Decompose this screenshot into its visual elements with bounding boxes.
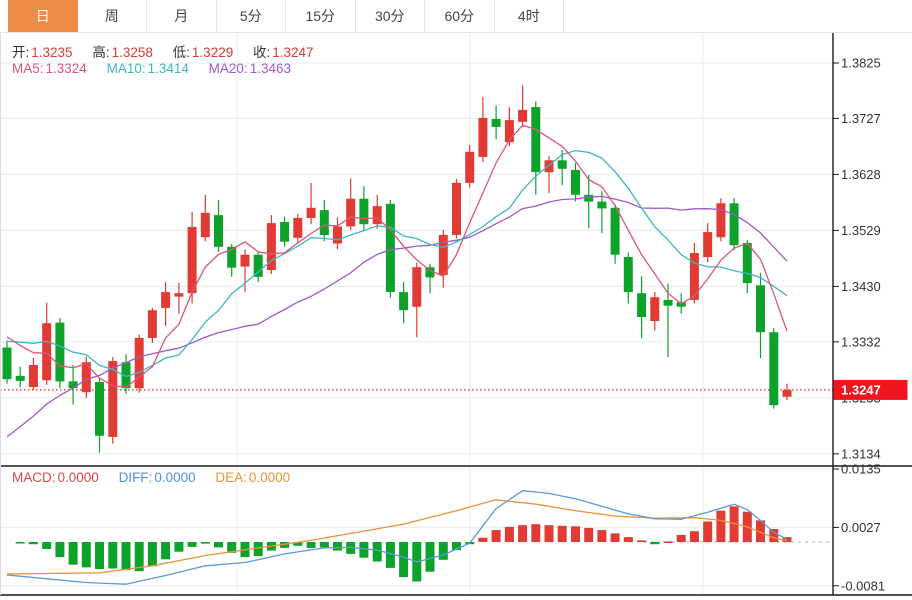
svg-text:1.3628: 1.3628 bbox=[841, 167, 881, 182]
svg-text:0.0135: 0.0135 bbox=[841, 462, 881, 477]
svg-text:1.3247: 1.3247 bbox=[841, 382, 881, 397]
tab-60min[interactable]: 60分 bbox=[425, 0, 495, 32]
tab-4hour[interactable]: 4时 bbox=[494, 0, 564, 32]
tab-month[interactable]: 月 bbox=[147, 0, 217, 32]
svg-text:1.3825: 1.3825 bbox=[841, 56, 881, 71]
svg-text:1.3430: 1.3430 bbox=[841, 279, 881, 294]
tab-5min[interactable]: 5分 bbox=[216, 0, 286, 32]
svg-text:1.3134: 1.3134 bbox=[841, 446, 881, 461]
svg-text:1.3727: 1.3727 bbox=[841, 111, 881, 126]
last-price-badge: 1.3247 bbox=[833, 379, 908, 400]
tab-day[interactable]: 日 bbox=[8, 0, 78, 32]
tab-week[interactable]: 周 bbox=[77, 0, 147, 32]
svg-text:1.3529: 1.3529 bbox=[841, 223, 881, 238]
svg-text:-0.0081: -0.0081 bbox=[841, 578, 885, 593]
svg-text:0.0027: 0.0027 bbox=[841, 520, 881, 535]
tab-15min[interactable]: 15分 bbox=[286, 0, 356, 32]
candlestick-chart-canvas[interactable]: 1.3825 1.3727 1.3628 1.3529 1.3430 1.3332 1.32… bbox=[0, 33, 912, 600]
svg-text:1.3332: 1.3332 bbox=[841, 334, 881, 349]
tab-30min[interactable]: 30分 bbox=[355, 0, 425, 32]
interval-tabbar: 日周月 5分 15分 30分 60分 4时 bbox=[0, 0, 912, 33]
